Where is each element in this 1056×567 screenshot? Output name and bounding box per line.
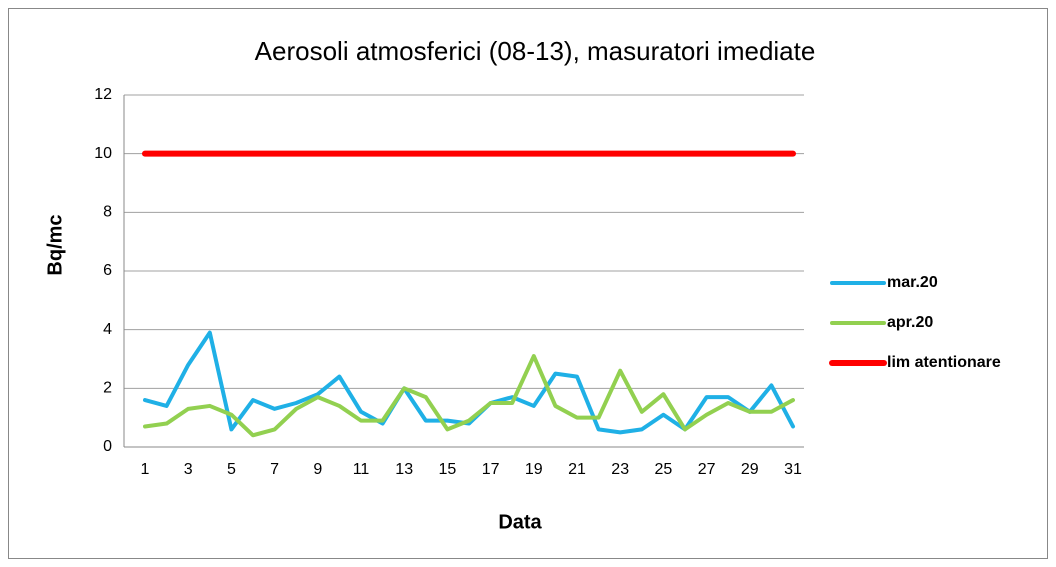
x-tick-label: 15 xyxy=(439,461,457,478)
x-tick-label: 13 xyxy=(395,461,413,478)
x-tick-label: 29 xyxy=(741,461,759,478)
x-axis-title: Data xyxy=(498,511,542,533)
x-tick-label: 31 xyxy=(784,461,802,478)
series-line xyxy=(143,354,795,438)
x-tick-label: 19 xyxy=(525,461,543,478)
x-tick-label: 27 xyxy=(698,461,716,478)
y-tick-label: 8 xyxy=(103,204,112,221)
y-tick-label: 2 xyxy=(103,380,112,397)
y-tick-label: 0 xyxy=(103,438,112,455)
legend-label: mar.20 xyxy=(887,274,938,291)
chart-title: Aerosoli atmosferici (08-13), masuratori… xyxy=(255,36,816,66)
legend-label: lim atentionare xyxy=(887,354,1001,371)
y-tick-label: 12 xyxy=(94,86,112,103)
x-tick-label: 11 xyxy=(353,461,370,478)
x-tick-label: 21 xyxy=(568,461,586,478)
x-tick-label: 17 xyxy=(482,461,500,478)
x-tick-label: 25 xyxy=(655,461,673,478)
x-tick-label: 23 xyxy=(611,461,629,478)
y-tick-label: 6 xyxy=(103,262,112,279)
y-tick-label: 4 xyxy=(103,321,112,338)
x-tick-label: 1 xyxy=(141,461,150,478)
x-tick-label: 9 xyxy=(313,461,322,478)
x-tick-label: 5 xyxy=(227,461,236,478)
x-tick-label: 7 xyxy=(270,461,279,478)
x-tick-label: 3 xyxy=(184,461,193,478)
y-tick-label: 10 xyxy=(94,145,112,162)
legend-label: apr.20 xyxy=(887,314,933,331)
y-axis-title: Bq/mc xyxy=(44,214,66,275)
